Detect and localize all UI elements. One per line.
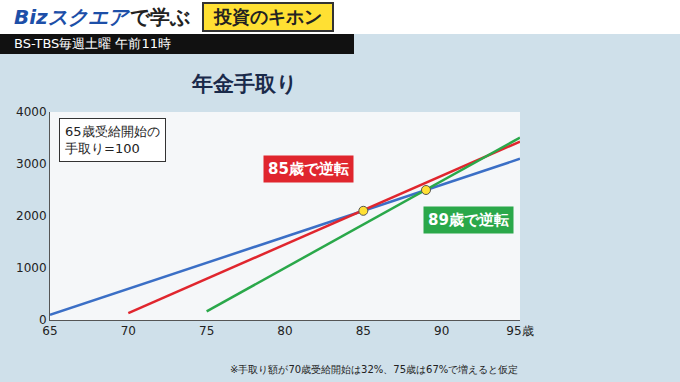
svg-text:0: 0 <box>39 313 47 327</box>
svg-text:4000: 4000 <box>16 105 47 119</box>
svg-text:※手取り額が70歳受給開始は32%、75歳は67%で増えると: ※手取り額が70歳受給開始は32%、75歳は67%で増えると仮定 <box>230 364 518 375</box>
svg-text:2000: 2000 <box>16 209 47 223</box>
svg-text:95歳: 95歳 <box>506 324 533 338</box>
svg-text:85: 85 <box>356 324 371 338</box>
svg-text:85歳で逆転: 85歳で逆転 <box>268 160 349 178</box>
svg-text:1000: 1000 <box>16 261 47 275</box>
svg-text:65歳受給開始の手取り=100: 65歳受給開始の手取り=100 <box>65 124 160 156</box>
svg-text:89歳で逆転: 89歳で逆転 <box>428 211 509 229</box>
svg-text:65: 65 <box>42 324 57 338</box>
html-text:投資のキホン: 投資のキホン <box>213 6 322 27</box>
svg-text:80: 80 <box>277 324 292 338</box>
html-text:BS-TBS毎週土曜 午前11時: BS-TBS毎週土曜 午前11時 <box>14 36 171 51</box>
html-text:Bizスクエアで学ぶ: Bizスクエアで学ぶ <box>14 4 190 29</box>
svg-text:3000: 3000 <box>16 157 47 171</box>
svg-text:90: 90 <box>434 324 449 338</box>
svg-text:75: 75 <box>199 324 214 338</box>
svg-text:70: 70 <box>121 324 136 338</box>
svg-text:年金手取り: 年金手取り <box>191 72 298 96</box>
